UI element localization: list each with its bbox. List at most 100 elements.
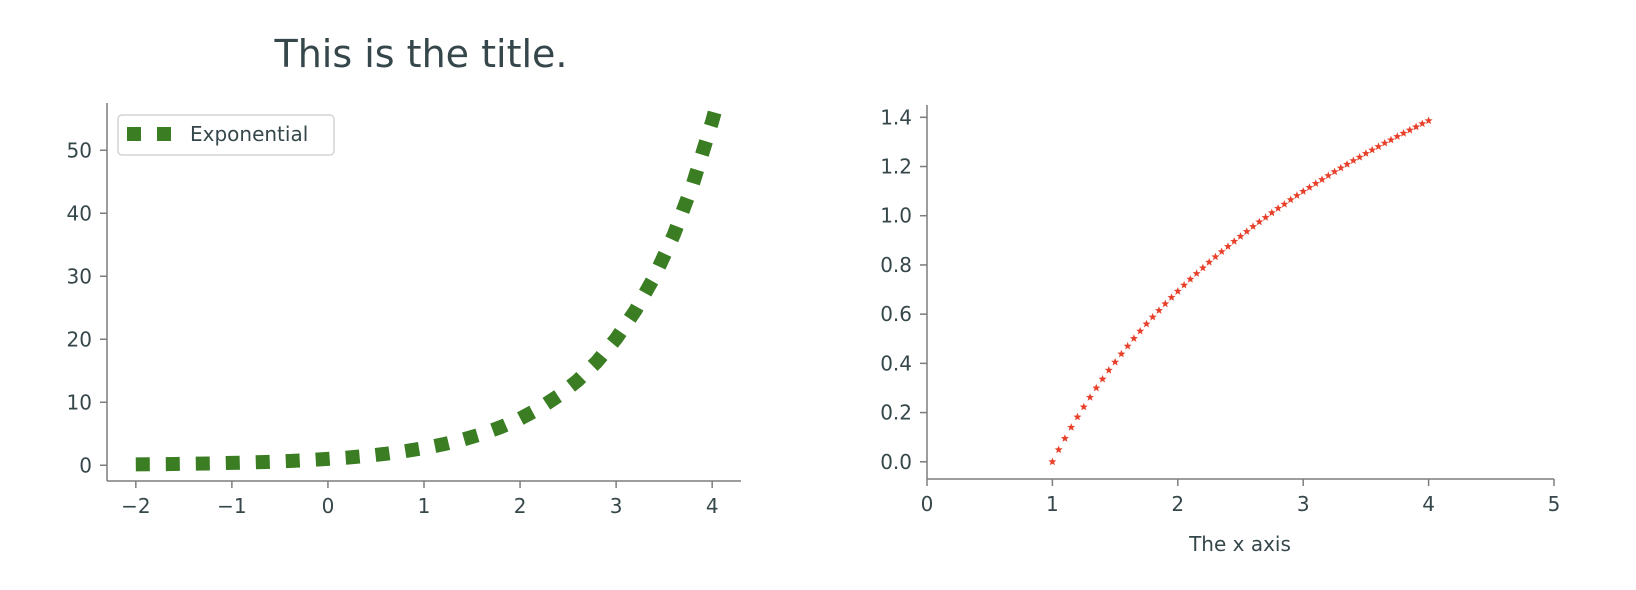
right-scatter-point (1330, 167, 1339, 176)
right-scatter-point (1261, 213, 1270, 221)
right-scatter-point (1123, 341, 1132, 350)
right-x-tick-label: 2 (1171, 492, 1184, 516)
right-scatter-point (1412, 122, 1421, 131)
right-scatter-point (1198, 263, 1207, 272)
right-scatter-point (1048, 457, 1057, 466)
left-x-tick-label: −1 (217, 494, 246, 518)
right-scatter-point (1274, 204, 1283, 212)
right-scatter-point (1060, 434, 1069, 442)
right-scatter-point (1280, 200, 1289, 208)
right-scatter-point (1148, 312, 1157, 321)
left-y-ticks: 0 10 20 30 40 50 (67, 138, 107, 477)
right-x-tick-label: 1 (1046, 492, 1059, 516)
right-scatter-point (1117, 349, 1126, 358)
right-scatter-point (1092, 383, 1101, 392)
right-scatter-point (1180, 280, 1189, 289)
right-y-ticks: 0.0 0.2 0.4 0.6 0.8 1.0 1.2 1.4 (880, 105, 927, 474)
right-scatter-point (1230, 237, 1239, 245)
right-y-tick-label: 0.6 (880, 302, 912, 326)
left-x-tick-label: 1 (418, 494, 431, 518)
left-y-tick-label: 30 (67, 264, 92, 288)
right-scatter-point (1186, 275, 1195, 283)
right-y-tick-label: 0.8 (880, 253, 912, 277)
legend-swatch-dash-2 (157, 127, 171, 141)
right-scatter-point (1393, 132, 1402, 140)
right-scatter-point (1343, 160, 1352, 168)
legend-swatch-dash-1 (127, 127, 141, 141)
right-scatter-point (1167, 293, 1176, 301)
right-scatter-point (1355, 153, 1364, 161)
left-series-line (135, 101, 724, 472)
legend-box (117, 114, 335, 156)
right-scatter-point (1236, 232, 1245, 240)
right-scatter-point (1111, 357, 1120, 366)
right-x-tick-label: 3 (1297, 492, 1310, 516)
right-scatter-point (1205, 258, 1214, 266)
right-scatter-point (1267, 208, 1276, 217)
left-chart: This is the title. −2 −1 0 1 2 3 4 0 10 20 30 40 50… (67, 32, 741, 518)
right-series-points (1048, 116, 1433, 466)
right-y-tick-label: 0.4 (880, 351, 912, 375)
right-y-tick-label: 1.4 (880, 105, 912, 129)
left-y-tick-label: 20 (67, 327, 92, 351)
right-x-tick-label: 4 (1422, 492, 1435, 516)
right-scatter-point (1399, 129, 1408, 137)
right-scatter-point (1079, 402, 1088, 411)
right-scatter-point (1104, 366, 1113, 374)
right-y-tick-label: 0.2 (880, 401, 912, 425)
left-chart-title: This is the title. (274, 32, 568, 76)
right-scatter-point (1142, 319, 1151, 328)
right-scatter-point (1324, 171, 1333, 179)
right-scatter-point (1299, 187, 1308, 195)
right-y-tick-label: 1.0 (880, 204, 912, 228)
right-scatter-point (1286, 195, 1295, 204)
right-y-tick-label: 0.0 (880, 450, 912, 474)
left-legend: Exponential (117, 114, 335, 156)
right-scatter-point (1192, 269, 1201, 277)
right-y-tick-label: 1.2 (880, 155, 912, 179)
right-scatter-point (1098, 374, 1107, 383)
left-x-tick-label: 3 (610, 494, 623, 518)
right-scatter-point (1405, 125, 1414, 134)
left-y-tick-label: 10 (67, 390, 92, 414)
right-scatter-point (1249, 222, 1257, 230)
left-y-tick-label: 50 (67, 138, 92, 162)
left-y-tick-label: 40 (67, 201, 92, 225)
right-scatter-point (1161, 299, 1170, 308)
right-scatter-point (1067, 423, 1076, 431)
right-scatter-point (1387, 135, 1395, 144)
right-x-tick-label: 0 (921, 492, 934, 516)
right-scatter-point (1292, 191, 1301, 199)
right-scatter-point (1054, 445, 1063, 454)
legend-entry-exponential: Exponential (190, 122, 308, 146)
right-scatter-point (1424, 116, 1433, 125)
right-scatter-point (1349, 156, 1358, 164)
right-scatter-point (1242, 227, 1251, 235)
right-scatter-point (1129, 334, 1138, 342)
right-scatter-point (1211, 252, 1220, 261)
right-scatter-point (1311, 179, 1320, 187)
left-x-tick-label: 0 (322, 494, 335, 518)
left-x-tick-label: −2 (121, 494, 150, 518)
right-scatter-point (1318, 175, 1326, 183)
right-x-tick-label: 5 (1548, 492, 1561, 516)
right-scatter-point (1224, 242, 1232, 250)
left-x-ticks: −2 −1 0 1 2 3 4 (121, 481, 719, 518)
right-scatter-point (1086, 393, 1094, 401)
left-series-exponential (135, 101, 724, 472)
right-scatter-point (1155, 306, 1163, 314)
right-scatter-point (1380, 138, 1389, 147)
right-scatter-point (1361, 149, 1370, 157)
right-scatter-point (1418, 119, 1427, 128)
right-x-axis-label: The x axis (1188, 532, 1291, 556)
right-scatter-point (1217, 247, 1226, 255)
left-y-tick-label: 0 (79, 453, 92, 477)
left-x-tick-label: 2 (514, 494, 527, 518)
right-scatter-point (1073, 412, 1082, 421)
right-scatter-point (1336, 163, 1345, 172)
right-x-ticks: 0 1 2 3 4 5 (921, 479, 1561, 516)
right-scatter-point (1173, 287, 1182, 295)
right-scatter-point (1255, 217, 1264, 226)
right-scatter-point (1305, 183, 1314, 191)
